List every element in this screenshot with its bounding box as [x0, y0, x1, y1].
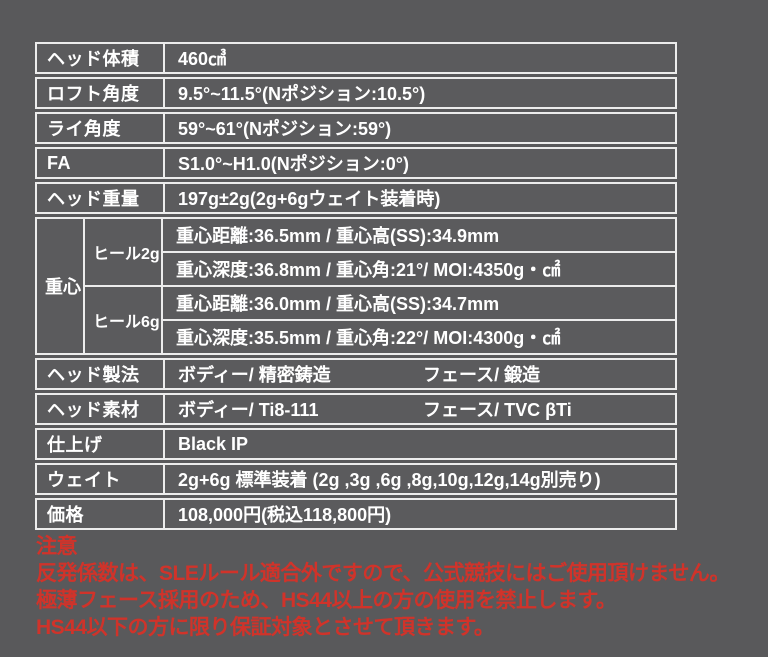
balance-detail-line: 重心距離:36.5mm / 重心高(SS):34.9mm	[176, 226, 500, 246]
spec-label: ヘッド素材	[37, 395, 165, 423]
spec-value: S1.0°~H1.0(Nポジション:0°)	[178, 154, 409, 174]
spec-row-price: 価格 108,000円(税込118,800円)	[35, 498, 677, 530]
balance-detail-line: 重心距離:36.0mm / 重心高(SS):34.7mm	[176, 294, 500, 314]
spec-value: 108,000円(税込118,800円)	[178, 505, 392, 525]
spec-row-head-weight: ヘッド重量 197g±2g(2g+6gウェイト装着時)	[35, 182, 677, 214]
spec-value: 460㎤	[178, 49, 227, 69]
spec-row-finish: 仕上げ Black IP	[35, 428, 677, 460]
spec-row-loft-angle: ロフト角度 9.5°~11.5°(Nポジション:10.5°)	[35, 77, 677, 109]
spec-table: ヘッド体積 460㎤ ロフト角度 9.5°~11.5°(Nポジション:10.5°…	[35, 42, 677, 533]
warning-line: 極薄フェース採用のため、HS44以上の方の使用を禁止します。	[36, 589, 617, 612]
heel-6g-details: 重心距離:36.0mm / 重心高(SS):34.7mm 重心深度:35.5mm…	[163, 287, 675, 353]
balance-detail-line: 重心深度:36.8mm / 重心角:21°/ MOI:4350g・㎠	[163, 251, 675, 285]
spec-value: 9.5°~11.5°(Nポジション:10.5°)	[178, 84, 426, 104]
spec-label: FA	[37, 149, 165, 177]
face-spec: フェース/ TVC βTi	[423, 400, 572, 420]
spec-row-weight-options: ウェイト 2g+6g 標準装着 (2g ,3g ,6g ,8g,10g,12g,…	[35, 463, 677, 495]
balance-label: 重心	[37, 219, 85, 353]
spec-value: ボディー/ Ti8-111 フェース/ TVC βTi	[165, 395, 675, 423]
spec-label: ヘッド体積	[37, 44, 165, 72]
spec-row-head-construction: ヘッド製法 ボディー/ 精密鋳造 フェース/ 鍛造	[35, 358, 677, 390]
spec-label: ヘッド重量	[37, 184, 165, 212]
spec-label: ヘッド製法	[37, 360, 165, 388]
warning-line: HS44以下の方に限り保証対象とさせて頂きます。	[36, 616, 495, 639]
spec-label: ウェイト	[37, 465, 165, 493]
spec-row-head-material: ヘッド素材 ボディー/ Ti8-111 フェース/ TVC βTi	[35, 393, 677, 425]
spec-label: ライ角度	[37, 114, 165, 142]
spec-row-balance: 重心 ヒール2g 重心距離:36.5mm / 重心高(SS):34.9mm 重心…	[35, 217, 677, 355]
spec-label: 仕上げ	[37, 430, 165, 458]
spec-label: ロフト角度	[37, 79, 165, 107]
warning-line: 反発係数は、SLEルール適合外ですので、公式競技にはご使用頂けません。	[36, 562, 730, 585]
spec-row-lie-angle: ライ角度 59°~61°(Nポジション:59°)	[35, 112, 677, 144]
warning-title: 注意	[36, 535, 78, 558]
heel-6g-label: ヒール6g	[85, 287, 163, 353]
heel-2g-label: ヒール2g	[85, 219, 163, 285]
balance-content: ヒール2g 重心距離:36.5mm / 重心高(SS):34.9mm 重心深度:…	[85, 219, 675, 353]
spec-value: 197g±2g(2g+6gウェイト装着時)	[178, 189, 441, 209]
body-spec: ボディー/ Ti8-111	[178, 400, 319, 420]
body-spec: ボディー/ 精密鋳造	[178, 365, 331, 385]
face-spec: フェース/ 鍛造	[423, 365, 541, 385]
warning-notes: 注意 反発係数は、SLEルール適合外ですので、公式競技にはご使用頂けません。 極…	[36, 533, 768, 641]
spec-value: 2g+6g 標準装着 (2g ,3g ,6g ,8g,10g,12g,14g別売…	[178, 470, 601, 490]
balance-config-heel-6g: ヒール6g 重心距離:36.0mm / 重心高(SS):34.7mm 重心深度:…	[85, 285, 675, 353]
spec-value: 59°~61°(Nポジション:59°)	[178, 119, 392, 139]
spec-value: ボディー/ 精密鋳造 フェース/ 鍛造	[165, 360, 675, 388]
spec-row-fa: FA S1.0°~H1.0(Nポジション:0°)	[35, 147, 677, 179]
balance-config-heel-2g: ヒール2g 重心距離:36.5mm / 重心高(SS):34.9mm 重心深度:…	[85, 219, 675, 285]
spec-value: Black IP	[178, 433, 249, 454]
heel-2g-details: 重心距離:36.5mm / 重心高(SS):34.9mm 重心深度:36.8mm…	[163, 219, 675, 285]
balance-detail-line: 重心深度:35.5mm / 重心角:22°/ MOI:4300g・㎠	[163, 319, 675, 353]
spec-row-head-volume: ヘッド体積 460㎤	[35, 42, 677, 74]
spec-label: 価格	[37, 500, 165, 528]
